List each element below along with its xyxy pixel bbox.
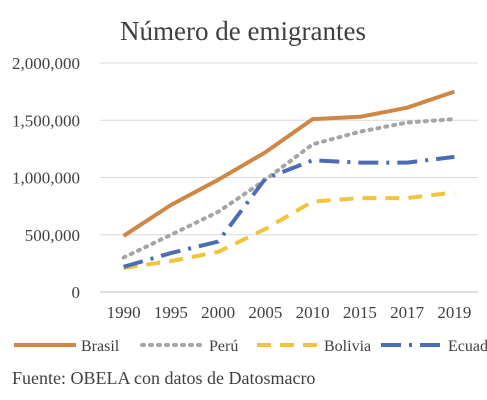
- y-tick-label: 2,000,000: [12, 54, 80, 73]
- x-tick-label: 2005: [248, 303, 282, 322]
- legend-label-brasil: Brasil: [81, 338, 120, 355]
- y-axis-ticks: 0 500,000 1,000,000 1,500,000 2,000,000: [12, 54, 80, 302]
- y-tick-label: 0: [72, 283, 81, 302]
- series-line-brasil: [122, 89, 456, 238]
- legend: Brasil Perú Bolivia Ecuador: [14, 338, 487, 355]
- series-line-bolivia: [123, 190, 455, 270]
- y-tick-label: 1,000,000: [12, 169, 80, 188]
- series-line-ecuador: [123, 154, 455, 269]
- x-tick-label: 1995: [154, 303, 188, 322]
- x-tick-label: 2000: [201, 303, 235, 322]
- x-tick-label: 2015: [343, 303, 377, 322]
- y-tick-label: 500,000: [25, 226, 80, 245]
- x-axis-ticks: 1990 1995 2000 2005 2010 2015 2017 2019: [107, 303, 472, 322]
- x-tick-label: 2017: [390, 303, 425, 322]
- chart-title: Número de emigrantes: [120, 16, 366, 46]
- series-line-perú: [121, 117, 457, 260]
- legend-label-bolivia: Bolivia: [324, 338, 371, 355]
- x-tick-label: 2010: [296, 303, 330, 322]
- legend-label-ecuador: Ecuador: [448, 338, 487, 355]
- source-note: Fuente: OBELA con datos de Datosmacro: [12, 368, 315, 388]
- series-lines: [121, 89, 457, 270]
- gridlines: [100, 62, 478, 293]
- x-tick-label: 1990: [107, 303, 141, 322]
- x-tick-label: 2019: [437, 303, 471, 322]
- y-tick-label: 1,500,000: [12, 111, 80, 130]
- legend-label-perú: Perú: [209, 338, 238, 355]
